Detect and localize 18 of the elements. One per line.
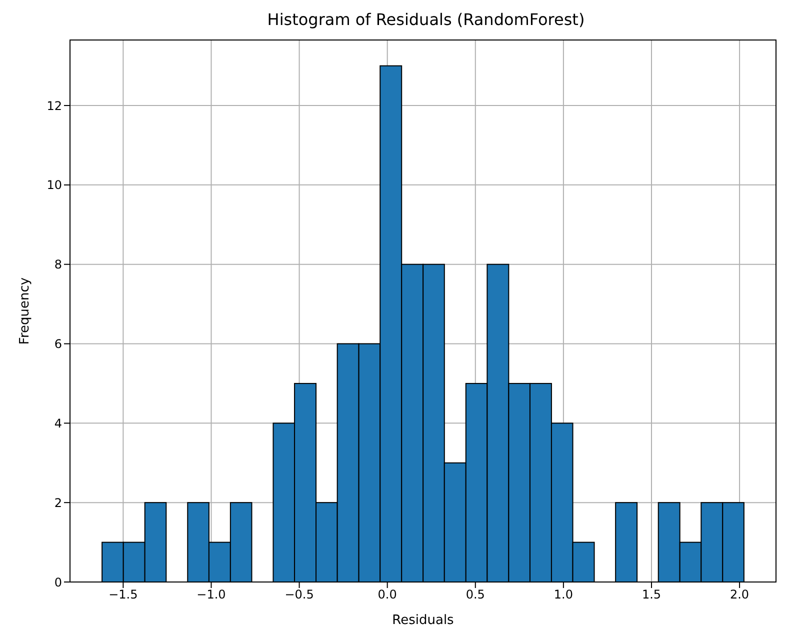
- x-tick-label: 1.5: [642, 588, 662, 602]
- x-tick-label: 1.0: [554, 588, 573, 602]
- y-tick-label: 10: [46, 178, 62, 192]
- x-tick-label: −1.5: [108, 588, 138, 602]
- y-tick-label: 12: [46, 98, 62, 113]
- y-axis-title: Frequency: [18, 277, 33, 345]
- x-axis-title: Residuals: [392, 613, 454, 628]
- x-tick-label: −1.0: [196, 588, 226, 602]
- y-tick-label: 8: [54, 258, 62, 272]
- y-tick-label: 4: [54, 416, 62, 430]
- x-tick-label: 0.5: [466, 588, 485, 602]
- x-tick-label: 0.0: [378, 588, 397, 602]
- y-tick-label: 6: [54, 337, 62, 352]
- x-tick-label: −0.5: [284, 588, 314, 602]
- y-tick-label: 2: [54, 496, 62, 510]
- x-tick-label: 2.0: [730, 588, 750, 602]
- y-tick-label: 0: [54, 575, 62, 590]
- chart-title: Histogram of Residuals (RandomForest): [266, 9, 586, 31]
